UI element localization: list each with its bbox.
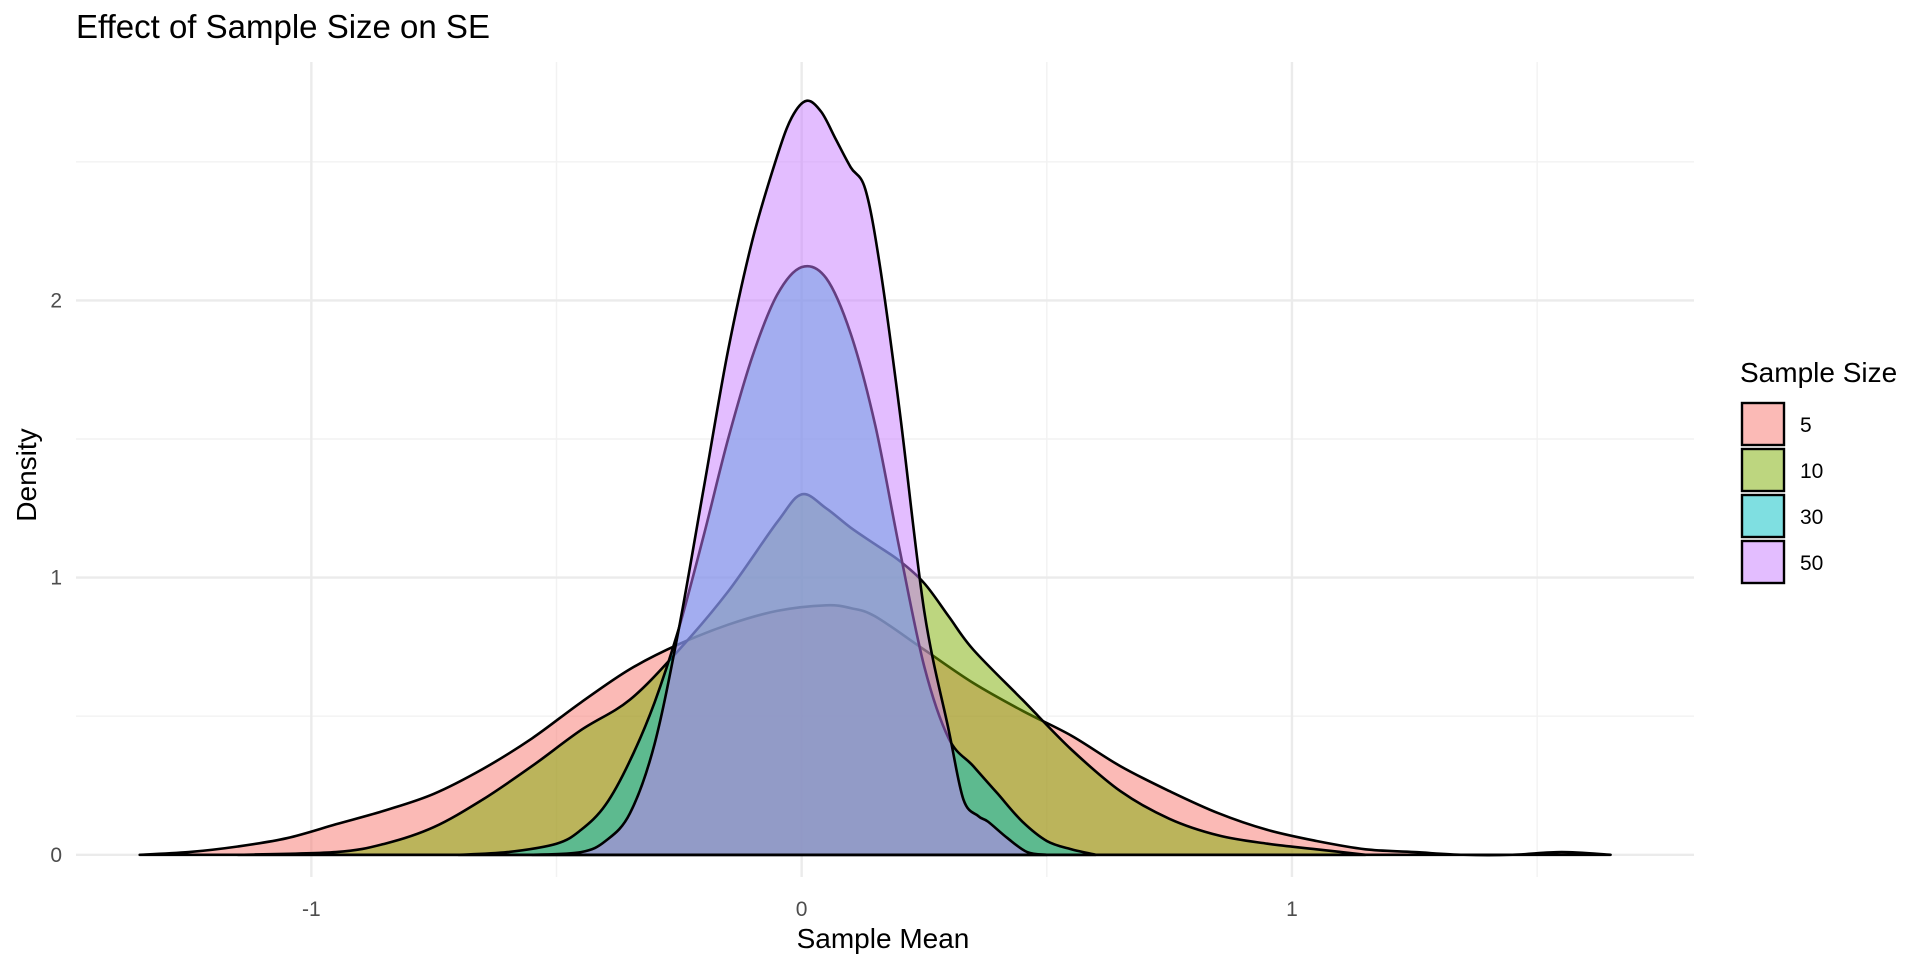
legend-items: 5 10 30 50 — [1740, 401, 1823, 585]
density-areas — [138, 99, 1612, 857]
legend-label: 5 — [1800, 414, 1812, 437]
density-area-n50 — [530, 99, 1049, 857]
legend: Sample Size 5 10 30 50 — [1740, 357, 1897, 585]
legend-key-n50 — [1740, 539, 1786, 585]
y-axis-title: Density — [11, 428, 42, 521]
y-axis-ticks: 0 1 2 — [50, 289, 62, 866]
legend-key-n30 — [1740, 493, 1786, 539]
legend-label: 10 — [1800, 460, 1823, 483]
x-tick-label: -1 — [302, 898, 321, 921]
y-tick-label: 2 — [50, 289, 62, 312]
legend-key-n5 — [1740, 401, 1786, 447]
y-tick-label: 1 — [50, 567, 62, 590]
x-tick-label: 0 — [796, 898, 808, 921]
x-tick-label: 1 — [1286, 898, 1298, 921]
legend-key-n10 — [1740, 447, 1786, 493]
x-axis-ticks: -1 0 1 — [302, 898, 1298, 921]
legend-label: 30 — [1800, 506, 1823, 529]
y-tick-label: 0 — [50, 844, 62, 867]
legend-title: Sample Size — [1740, 357, 1897, 388]
x-axis-title: Sample Mean — [797, 923, 970, 954]
legend-label: 50 — [1800, 552, 1823, 575]
chart-title: Effect of Sample Size on SE — [76, 8, 490, 45]
